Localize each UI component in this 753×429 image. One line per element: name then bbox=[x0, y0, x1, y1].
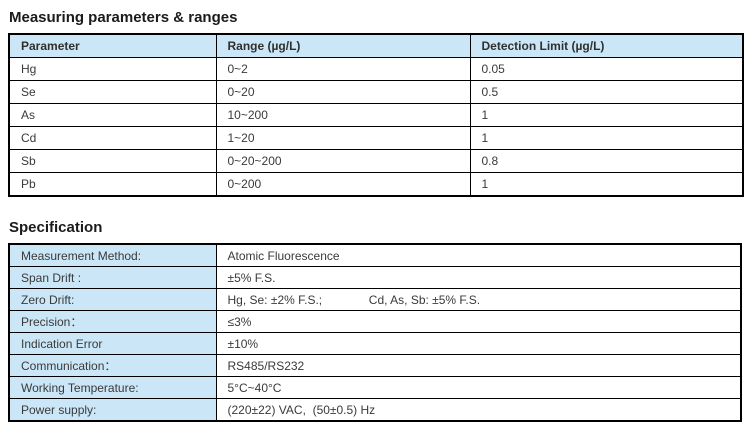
parameter-cell: Pb bbox=[8, 172, 217, 197]
specification-table: Measurement Method: Atomic Fluorescence … bbox=[8, 243, 742, 422]
spec-label: Indication Error bbox=[8, 332, 217, 355]
detection-limit-cell: 0.05 bbox=[469, 57, 744, 81]
spec-label: Power supply: bbox=[8, 398, 217, 422]
spec-row-indication-error: Indication Error ±10% bbox=[8, 332, 742, 355]
measuring-header-row: Parameter Range (µg/L) Detection Limit (… bbox=[8, 33, 744, 58]
range-cell: 0~2 bbox=[215, 57, 471, 81]
detection-limit-cell: 1 bbox=[469, 103, 744, 127]
table-row-pb: Pb 0~200 1 bbox=[8, 172, 744, 197]
parameter-cell: Sb bbox=[8, 149, 217, 173]
spec-row-measurement-method: Measurement Method: Atomic Fluorescence bbox=[8, 243, 742, 267]
spec-value: ≤3% bbox=[215, 310, 742, 333]
parameter-cell: Hg bbox=[8, 57, 217, 81]
spec-value: RS485/RS232 bbox=[215, 354, 742, 377]
detection-limit-cell: 0.8 bbox=[469, 149, 744, 173]
range-cell: 0~200 bbox=[215, 172, 471, 197]
header-range: Range (µg/L) bbox=[215, 33, 471, 58]
spec-row-working-temperature: Working Temperature: 5°C~40°C bbox=[8, 376, 742, 399]
spec-label: Precision： bbox=[8, 310, 217, 333]
range-cell: 0~20 bbox=[215, 80, 471, 104]
spec-label: Measurement Method: bbox=[8, 243, 217, 267]
spec-row-communication: Communication： RS485/RS232 bbox=[8, 354, 742, 377]
spec-row-precision: Precision： ≤3% bbox=[8, 310, 742, 333]
spec-value: 5°C~40°C bbox=[215, 376, 742, 399]
spec-label: Communication： bbox=[8, 354, 217, 377]
table-row-sb: Sb 0~20~200 0.8 bbox=[8, 149, 744, 173]
range-cell: 10~200 bbox=[215, 103, 471, 127]
spec-label: Zero Drift: bbox=[8, 288, 217, 311]
spec-row-power-supply: Power supply: (220±22) VAC, (50±0.5) Hz bbox=[8, 398, 742, 422]
table-row-hg: Hg 0~2 0.05 bbox=[8, 57, 744, 81]
spec-label: Working Temperature: bbox=[8, 376, 217, 399]
parameter-cell: As bbox=[8, 103, 217, 127]
spec-row-zero-drift: Zero Drift: Hg, Se: ±2% F.S.; Cd, As, Sb… bbox=[8, 288, 742, 311]
range-cell: 0~20~200 bbox=[215, 149, 471, 173]
measuring-parameters-table: Parameter Range (µg/L) Detection Limit (… bbox=[8, 33, 744, 197]
measuring-section-title: Measuring parameters & ranges bbox=[9, 9, 238, 26]
specification-section-title: Specification bbox=[9, 219, 103, 236]
header-parameter: Parameter bbox=[8, 33, 217, 58]
spec-row-span-drift: Span Drift : ±5% F.S. bbox=[8, 266, 742, 289]
table-row-cd: Cd 1~20 1 bbox=[8, 126, 744, 150]
spec-value: Hg, Se: ±2% F.S.; Cd, As, Sb: ±5% F.S. bbox=[215, 288, 742, 311]
detection-limit-cell: 1 bbox=[469, 126, 744, 150]
header-detection-limit: Detection Limit (µg/L) bbox=[469, 33, 744, 58]
table-row-as: As 10~200 1 bbox=[8, 103, 744, 127]
parameter-cell: Se bbox=[8, 80, 217, 104]
spec-label: Span Drift : bbox=[8, 266, 217, 289]
table-row-se: Se 0~20 0.5 bbox=[8, 80, 744, 104]
spec-value: Atomic Fluorescence bbox=[215, 243, 742, 267]
range-cell: 1~20 bbox=[215, 126, 471, 150]
detection-limit-cell: 0.5 bbox=[469, 80, 744, 104]
parameter-cell: Cd bbox=[8, 126, 217, 150]
spec-value: (220±22) VAC, (50±0.5) Hz bbox=[215, 398, 742, 422]
spec-value: ±10% bbox=[215, 332, 742, 355]
detection-limit-cell: 1 bbox=[469, 172, 744, 197]
spec-value: ±5% F.S. bbox=[215, 266, 742, 289]
